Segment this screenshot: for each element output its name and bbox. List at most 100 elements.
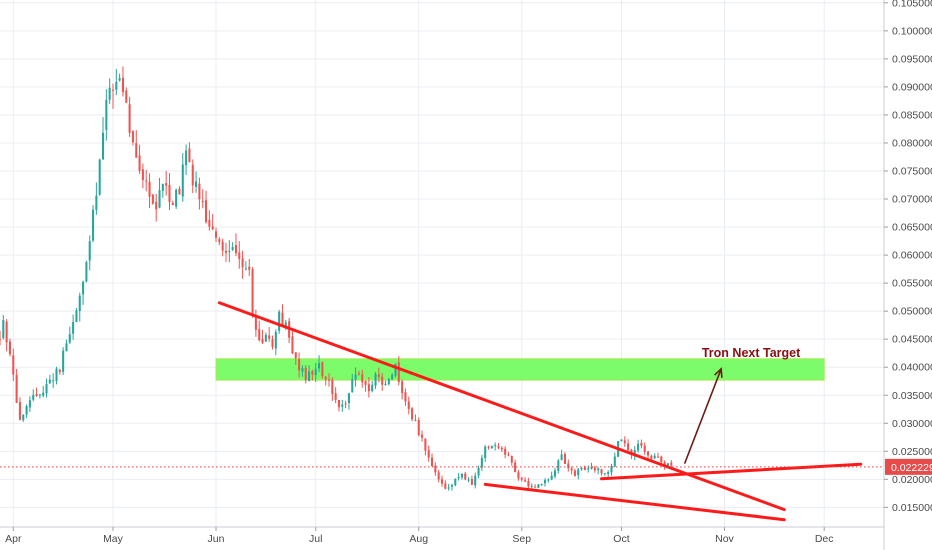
candle-body — [314, 368, 317, 376]
arrow-head — [714, 367, 723, 378]
candle-body — [224, 250, 228, 253]
candle-body — [214, 231, 218, 238]
candle-body — [563, 454, 566, 464]
candle-body — [354, 374, 357, 380]
candle-body — [195, 181, 198, 188]
candle-body — [131, 131, 134, 143]
candle-body — [2, 320, 5, 339]
candle-body — [294, 352, 297, 359]
candle-body — [613, 456, 616, 467]
candle-body — [12, 355, 15, 375]
candle-body — [543, 480, 547, 484]
y-tick-label: 0.015000 — [892, 502, 932, 514]
candle-body — [550, 475, 553, 480]
candle-body — [38, 394, 41, 396]
candle-body — [304, 367, 307, 380]
candle-body — [603, 473, 606, 475]
candle-body — [42, 392, 45, 396]
candle-body — [504, 448, 507, 455]
candle-body — [650, 455, 653, 459]
candle-body — [178, 188, 181, 195]
candle-body — [514, 462, 517, 473]
candle-body — [553, 470, 557, 477]
candle-body — [72, 322, 75, 334]
y-tick-label: 0.055000 — [892, 278, 932, 290]
candle-body — [643, 445, 646, 452]
candle-body — [637, 443, 640, 451]
candle-body — [135, 143, 138, 158]
candle-body — [271, 339, 274, 347]
candle-body — [92, 209, 95, 241]
x-tick-label: Oct — [613, 533, 629, 545]
y-tick-label: 0.035000 — [892, 390, 932, 402]
y-tick-label: 0.095000 — [892, 53, 932, 65]
candle-body — [560, 454, 563, 460]
candle-body — [0, 338, 2, 340]
candle-body — [474, 475, 477, 486]
candle-body — [95, 195, 98, 210]
candle-body — [494, 444, 497, 446]
candle-body — [670, 462, 673, 466]
candle-body — [148, 181, 151, 197]
candle-body — [404, 392, 407, 402]
candle-body — [450, 485, 454, 487]
candle-body — [62, 350, 65, 372]
candle-body — [5, 321, 8, 343]
trendline — [600, 462, 863, 481]
candle-body — [165, 183, 168, 186]
candle-body — [32, 394, 35, 400]
candle-body — [334, 393, 337, 400]
candle-body — [344, 403, 347, 405]
trendlines — [217, 301, 863, 522]
annotation-label: Tron Next Target — [702, 346, 801, 360]
candle-body — [520, 477, 523, 480]
candle-body — [647, 451, 650, 456]
candle-body — [467, 479, 470, 481]
candle-body — [377, 374, 380, 378]
candle-body — [241, 258, 244, 268]
candle-body — [484, 446, 487, 458]
candle-body — [347, 393, 350, 404]
y-tick-label: 0.100000 — [892, 25, 932, 37]
candle-body — [311, 371, 314, 375]
candle-body — [570, 468, 573, 471]
candle-body — [231, 247, 234, 250]
candle-body — [507, 454, 510, 456]
candle-body — [218, 239, 221, 242]
candle-body — [607, 472, 610, 474]
candle-body — [175, 189, 178, 207]
candle-body — [527, 480, 530, 487]
candle-body — [430, 457, 434, 467]
last-price-label: 0.022229 — [891, 462, 932, 474]
candle-body — [593, 467, 596, 471]
candle-body — [268, 335, 271, 339]
y-tick-label: 0.105000 — [892, 0, 932, 9]
candle-body — [318, 363, 321, 369]
candle-body — [480, 457, 483, 468]
candle-body — [357, 373, 360, 375]
y-tick-label: 0.050000 — [892, 306, 932, 318]
candle-body — [477, 468, 480, 476]
candle-body — [161, 184, 164, 191]
y-tick-label: 0.040000 — [892, 362, 932, 374]
candle-body — [128, 104, 131, 133]
candle-body — [464, 473, 467, 480]
y-tick-label: 0.075000 — [892, 165, 932, 177]
candle-body — [58, 369, 61, 373]
candle-body — [407, 401, 410, 409]
x-tick-label: Nov — [715, 533, 734, 545]
candle-body — [121, 77, 124, 93]
candle-body — [171, 202, 174, 205]
candle-body — [460, 474, 463, 478]
candle-body — [374, 374, 377, 386]
candle-body — [55, 368, 58, 382]
candle-body — [48, 379, 51, 384]
y-tick-label: 0.025000 — [892, 446, 932, 458]
candle-body — [115, 81, 118, 90]
candle-body — [424, 438, 427, 451]
candle-body — [301, 368, 304, 372]
candle-body — [251, 269, 254, 317]
x-tick-label: Aug — [409, 533, 428, 545]
candle-body — [580, 467, 583, 470]
